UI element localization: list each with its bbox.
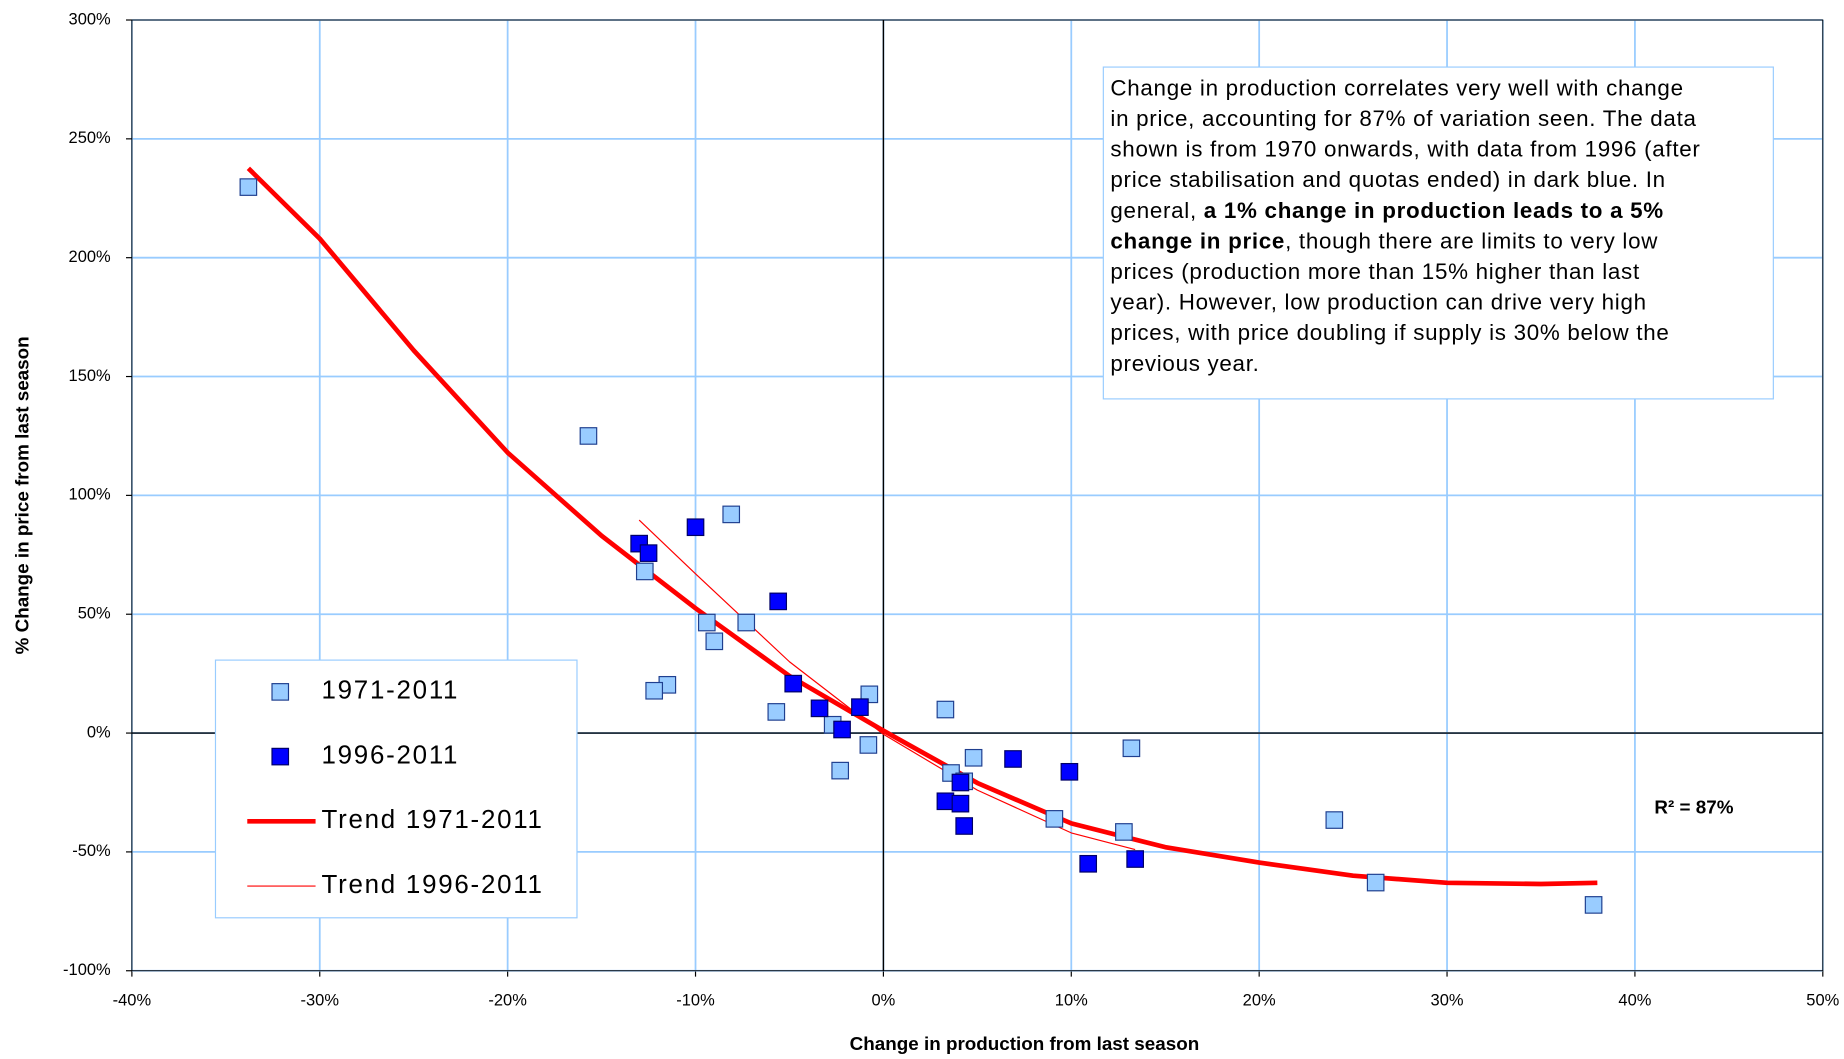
- x-tick-label: 20%: [1243, 992, 1276, 1010]
- y-tick-label: 250%: [69, 129, 111, 147]
- point: [769, 592, 788, 611]
- point: [936, 792, 955, 811]
- annotation-line: Change in production correlates very wel…: [1110, 75, 1683, 100]
- legend-label: 1971-2011: [321, 677, 459, 705]
- point: [1045, 810, 1064, 828]
- annotation-text: a 1% change in production leads to a 5%: [1204, 198, 1664, 223]
- y-tick-label: 100%: [69, 486, 111, 504]
- legend-label: 1996-2011: [321, 741, 459, 769]
- annotation-line: previous year.: [1110, 351, 1259, 376]
- point: [579, 427, 598, 445]
- annotation-text: year). However, low production can drive…: [1110, 289, 1646, 314]
- y-tick-label: -100%: [63, 961, 111, 979]
- x-tick-label: -10%: [676, 992, 715, 1010]
- plot-frame: [131, 19, 1824, 972]
- x-axis-title: Change in production from last season: [850, 1033, 1200, 1054]
- point: [964, 748, 983, 767]
- point: [1079, 854, 1098, 873]
- x-tick-label: 0%: [871, 992, 895, 1010]
- legend-box: [214, 659, 578, 919]
- point: [936, 700, 955, 719]
- trend-line: [638, 519, 1136, 851]
- point: [1126, 850, 1144, 868]
- point: [722, 505, 741, 524]
- point: [1584, 896, 1603, 914]
- x-tick-label: 50%: [1806, 992, 1839, 1010]
- annotation-text: in price, accounting for 87% of variatio…: [1110, 106, 1696, 131]
- annotation-text: prices, with price doubling if supply is…: [1110, 320, 1669, 345]
- point: [705, 632, 724, 651]
- x-tick-label: -40%: [113, 992, 152, 1010]
- point: [951, 794, 970, 813]
- r-squared: R² = 87%: [1654, 796, 1733, 817]
- annotation-text: previous year.: [1110, 351, 1259, 376]
- point: [810, 699, 829, 718]
- annotation-line: prices (production more than 15% higher …: [1110, 259, 1640, 284]
- point: [767, 703, 786, 721]
- annotation-text: shown is from 1970 onwards, with data fr…: [1110, 137, 1700, 162]
- point: [833, 720, 851, 739]
- point: [645, 681, 664, 700]
- legend-marker: [271, 747, 290, 766]
- point: [239, 178, 258, 196]
- point: [784, 674, 803, 693]
- x-tick-label: 30%: [1431, 992, 1464, 1010]
- y-tick-label: 200%: [69, 248, 111, 266]
- legend-label: Trend 1971-2011: [321, 806, 543, 834]
- annotation-line: year). However, low production can drive…: [1110, 289, 1646, 314]
- annotation-text: , though there are limits to very low: [1285, 228, 1658, 253]
- annotation-line: prices, with price doubling if supply is…: [1110, 320, 1669, 345]
- point: [697, 613, 716, 632]
- point: [859, 736, 878, 754]
- point: [1115, 823, 1133, 841]
- x-tick-label: 40%: [1618, 992, 1651, 1010]
- point: [1004, 750, 1022, 768]
- annotation-line: change in price, though there are limits…: [1110, 228, 1658, 253]
- x-tick-label: 10%: [1055, 992, 1088, 1010]
- point: [737, 613, 756, 632]
- annotation-text: price stabilisation and quotas ended) in…: [1110, 167, 1665, 192]
- x-tick-label: -30%: [301, 992, 340, 1010]
- trend-line: [246, 166, 1598, 887]
- y-tick-label: 0%: [87, 723, 111, 741]
- y-tick-label: -50%: [72, 842, 111, 860]
- point: [955, 817, 974, 835]
- annotation-line: in price, accounting for 87% of variatio…: [1110, 106, 1696, 131]
- y-axis-title: % Change in price from last season: [12, 336, 33, 654]
- point: [639, 544, 658, 562]
- point: [1325, 811, 1344, 829]
- point: [635, 562, 654, 581]
- annotation-box: [1102, 66, 1774, 400]
- point: [1060, 762, 1079, 781]
- point: [686, 518, 705, 537]
- point: [1366, 873, 1385, 892]
- annotation-line: general, a 1% change in production leads…: [1110, 198, 1663, 223]
- point: [951, 773, 970, 792]
- legend-marker: [271, 683, 290, 701]
- annotation-line: price stabilisation and quotas ended) in…: [1110, 167, 1665, 192]
- annotation-text: prices (production more than 15% higher …: [1110, 259, 1640, 284]
- point: [831, 761, 850, 780]
- legend-label: Trend 1996-2011: [321, 871, 543, 899]
- annotation-line: shown is from 1970 onwards, with data fr…: [1110, 137, 1700, 162]
- y-tick-label: 150%: [69, 367, 111, 385]
- y-tick-label: 50%: [78, 605, 111, 623]
- x-tick-label: -20%: [488, 992, 527, 1010]
- annotation-text: Change in production correlates very wel…: [1110, 75, 1683, 100]
- annotation-text: change in price: [1110, 228, 1285, 253]
- point: [851, 698, 869, 716]
- annotation-text: general,: [1110, 198, 1203, 223]
- y-tick-label: 300%: [69, 10, 111, 28]
- point: [1122, 739, 1141, 758]
